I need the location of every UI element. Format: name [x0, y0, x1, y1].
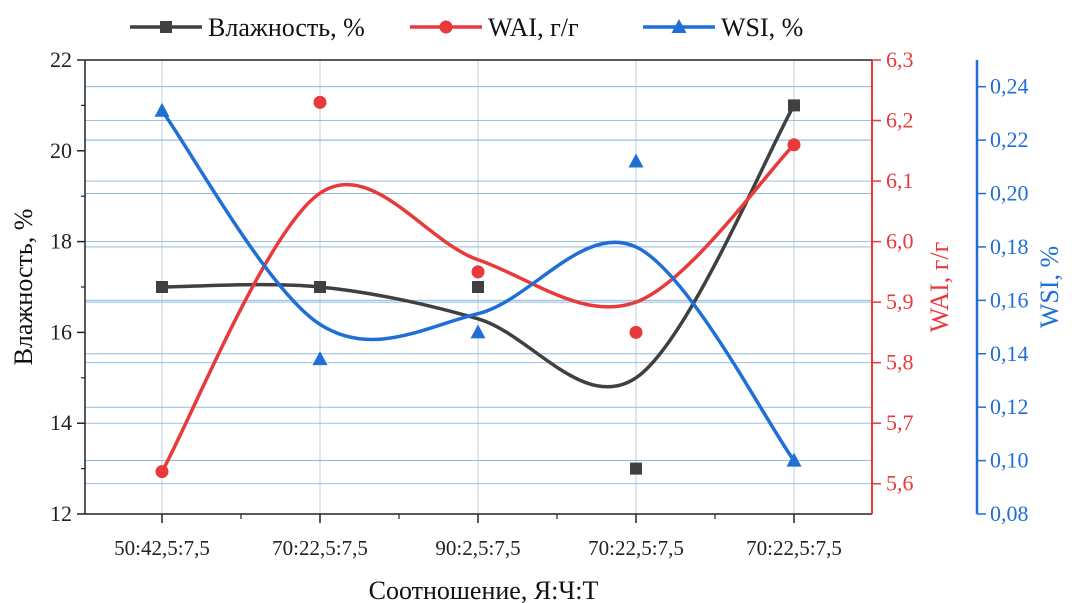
data-point-wai — [471, 265, 485, 279]
x-tick-label: 70:22,5:7,5 — [746, 536, 842, 560]
y3-tick-label: 0,18 — [990, 234, 1029, 259]
legend-marker-wai — [439, 20, 453, 34]
y3-tick-label: 0,20 — [990, 181, 1029, 206]
data-point-wai — [629, 325, 643, 339]
x-axis-title: Соотношение, Я:Ч:Т — [369, 576, 599, 603]
data-point-wai — [313, 95, 327, 109]
y3-tick-label: 0,12 — [990, 394, 1029, 419]
y2-tick-label: 6,0 — [886, 229, 914, 254]
x-tick-label: 90:2,5:7,5 — [435, 536, 520, 560]
y2-tick-label: 5,6 — [886, 471, 914, 496]
y3-tick-label: 0,14 — [990, 341, 1029, 366]
y2-axis-title: WAI, г/г — [925, 242, 954, 333]
x-tick-label: 70:22,5:7,5 — [272, 536, 368, 560]
y1-tick-label: 16 — [50, 319, 72, 344]
y2-tick-label: 5,9 — [886, 289, 914, 314]
y2-tick-label: 5,7 — [886, 410, 914, 435]
y1-tick-label: 22 — [50, 47, 72, 72]
y2-tick-label: 6,3 — [886, 47, 914, 72]
data-point-humidity — [472, 281, 484, 293]
y3-tick-label: 0,22 — [990, 127, 1029, 152]
legend-label-wsi: WSI, % — [721, 13, 803, 42]
series-line-humidity — [160, 103, 796, 389]
data-point-wai — [155, 465, 169, 479]
data-point-wsi — [786, 452, 802, 467]
data-point-wai — [787, 138, 801, 152]
legend-label-humidity: Влажность, % — [208, 13, 365, 42]
data-point-wsi — [470, 324, 486, 339]
y3-tick-label: 0,16 — [990, 287, 1029, 312]
y1-tick-label: 14 — [50, 410, 72, 435]
series-lines — [160, 103, 796, 474]
x-tick-label: 70:22,5:7,5 — [588, 536, 684, 560]
series-line-wai — [160, 142, 796, 474]
axes: 12 14 16 18 20 22 Влажность, % 50:42,5:7,5 70:22… — [9, 47, 1064, 603]
y2-tick-label: 5,8 — [886, 350, 914, 375]
legend-label-wai: WAI, г/г — [488, 13, 579, 42]
y2-tick-label: 6,1 — [886, 168, 914, 193]
data-point-wsi — [628, 153, 644, 168]
data-point-humidity — [314, 281, 326, 293]
data-point-humidity — [788, 99, 800, 112]
y3-tick-label: 0,24 — [990, 74, 1029, 99]
y3-tick-label: 0,10 — [990, 448, 1029, 473]
y1-tick-label: 18 — [50, 229, 72, 254]
data-point-wsi — [312, 351, 328, 366]
data-point-wsi — [154, 102, 170, 117]
y3-tick-label: 0,08 — [990, 501, 1029, 526]
y1-tick-label: 12 — [50, 501, 72, 526]
y1-tick-label: 20 — [50, 138, 72, 163]
y2-tick-label: 6,2 — [886, 108, 914, 133]
series-line-wsi — [160, 108, 796, 463]
x-tick-label: 50:42,5:7,5 — [114, 536, 210, 560]
data-point-humidity — [630, 462, 642, 475]
y1-axis-title: Влажность, % — [9, 209, 38, 366]
series-points — [154, 95, 802, 479]
legend-marker-humidity — [160, 21, 172, 33]
data-point-humidity — [156, 281, 168, 293]
legend-marker-wsi — [671, 19, 687, 33]
legend: Влажность, % WAI, г/г WSI, % — [130, 13, 803, 42]
y3-axis-title: WSI, % — [1035, 246, 1064, 328]
